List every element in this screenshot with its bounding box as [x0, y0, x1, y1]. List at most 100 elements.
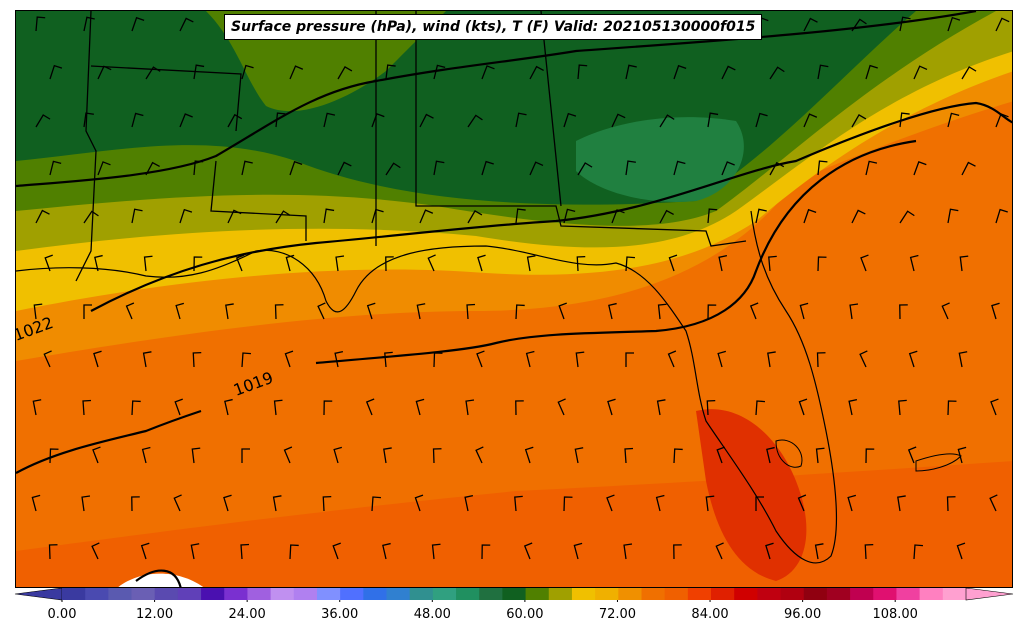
wind-barb	[224, 398, 233, 416]
wind-barb	[49, 448, 59, 464]
wind-barb	[514, 495, 523, 512]
wind-barb	[523, 542, 533, 560]
isobar-1019	[315, 139, 917, 365]
wind-barb	[335, 255, 345, 272]
wind-barb	[83, 304, 92, 319]
wind-barb	[526, 255, 536, 272]
wind-barb	[131, 208, 143, 224]
colorbar-cell	[247, 588, 272, 600]
wind-barb	[803, 17, 818, 32]
wind-barb	[179, 208, 193, 224]
colorbar-cell	[641, 588, 666, 600]
wind-barb	[227, 209, 242, 224]
wind-barb	[433, 352, 443, 368]
wind-barb	[427, 254, 436, 272]
wind-barb	[707, 304, 717, 320]
wind-barb	[573, 542, 583, 560]
wind-barb	[755, 112, 768, 128]
wind-barb	[145, 161, 160, 176]
wind-barb	[131, 16, 145, 32]
wind-barb	[816, 352, 826, 368]
wind-barb	[179, 113, 193, 128]
wind-barb	[371, 208, 384, 224]
wind-barb	[82, 399, 92, 416]
colorbar-cell	[108, 588, 133, 600]
colorbar-tick-label: 0.00	[47, 607, 77, 622]
colorbar-cell	[687, 588, 712, 600]
colorbar-cell	[803, 588, 828, 600]
wind-barb	[706, 399, 716, 416]
wind-barb	[466, 303, 476, 320]
wind-barb	[475, 446, 484, 464]
wind-barb	[175, 302, 185, 320]
wind-barb	[947, 400, 957, 416]
wind-barb	[419, 209, 434, 224]
wind-barb	[481, 544, 491, 560]
wind-barb	[851, 209, 866, 224]
wind-barb	[908, 350, 918, 368]
wind-barb	[667, 350, 677, 368]
wind-barb	[131, 496, 140, 512]
wind-barb	[899, 304, 908, 320]
wind-barbs	[31, 16, 1010, 560]
wind-barb	[414, 494, 424, 512]
wind-barb	[131, 112, 144, 128]
wind-barb	[624, 447, 634, 464]
colorbar-tick-label: 12.00	[135, 607, 174, 622]
wind-barb	[241, 448, 250, 463]
wind-barb	[323, 112, 336, 128]
map-frame: 1022 1019	[15, 10, 1013, 588]
wind-barb	[317, 302, 326, 320]
wind-barb	[990, 398, 999, 416]
wind-barb	[577, 162, 593, 176]
wind-barb	[803, 113, 818, 128]
wind-barb	[464, 495, 474, 512]
wind-barb	[913, 65, 928, 80]
wind-barb	[97, 161, 111, 176]
wind-barb	[864, 543, 874, 560]
colorbar-tick-label: 72.00	[598, 607, 637, 622]
colorbar-tick-label: 60.00	[506, 607, 544, 622]
wind-barb	[625, 256, 636, 272]
wind-barb	[961, 66, 977, 80]
wind-barb	[48, 544, 58, 560]
wind-barb	[576, 255, 586, 272]
colorbar-cell	[757, 588, 782, 600]
wind-barb	[333, 446, 343, 464]
wind-barb	[515, 304, 525, 320]
wind-barb	[563, 208, 576, 224]
temp-band-red-florida	[696, 409, 807, 581]
wind-barb	[366, 302, 376, 320]
wind-barb	[193, 160, 204, 176]
wind-barb	[433, 160, 445, 176]
colorbar-cell	[618, 588, 642, 600]
wind-barb	[323, 208, 335, 224]
wind-barb	[765, 542, 774, 560]
colorbar-cell	[386, 588, 411, 600]
wind-barb	[991, 302, 1000, 320]
wind-barb	[332, 542, 341, 560]
wind-barb	[851, 18, 867, 32]
wind-barb	[899, 112, 910, 128]
colorbar-cell	[826, 588, 851, 600]
isobar-1022	[90, 101, 1012, 312]
wind-barb	[673, 64, 687, 80]
wind-barb	[814, 543, 824, 560]
wind-barb	[529, 65, 544, 80]
wind-barb	[947, 16, 961, 32]
colorbar-cells	[14, 587, 1014, 602]
wind-barb	[577, 64, 588, 80]
wind-barb	[563, 496, 573, 512]
wind-barb	[607, 398, 616, 416]
wind-barb	[898, 399, 907, 416]
wind-barb	[859, 350, 868, 368]
wind-barb	[524, 446, 534, 464]
wind-barb	[769, 161, 785, 176]
wind-barb	[860, 254, 869, 272]
wind-barb	[273, 399, 283, 416]
wind-barb	[431, 543, 441, 560]
wind-barb	[865, 448, 875, 464]
wind-barb	[92, 446, 101, 464]
wind-barb	[83, 16, 95, 32]
colorbar-cell	[201, 588, 225, 600]
